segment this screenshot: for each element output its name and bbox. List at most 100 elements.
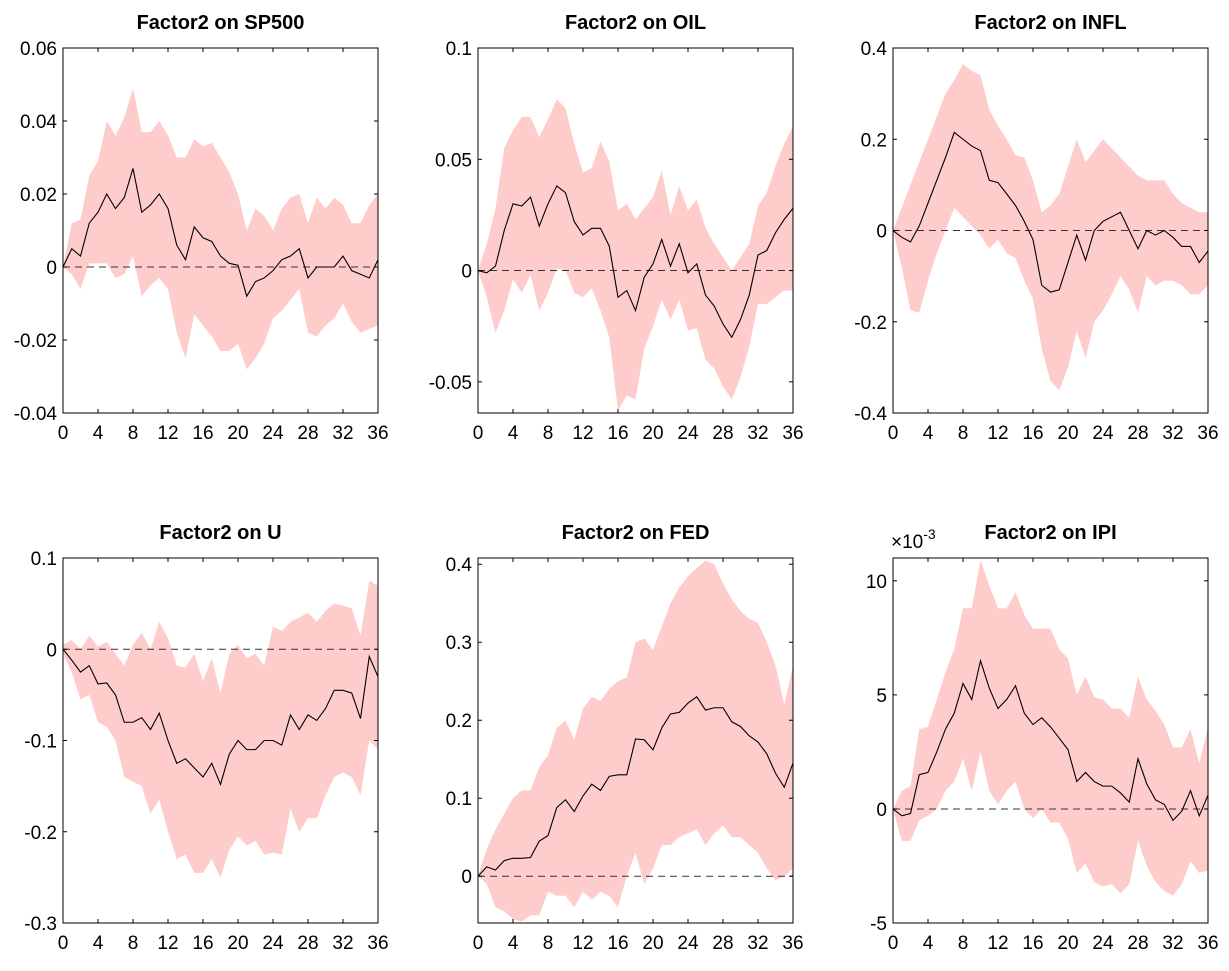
y-tick-label: 0: [876, 222, 887, 243]
x-tick-label: 36: [1197, 423, 1218, 444]
y-tick-label: 0.1: [446, 39, 472, 60]
y-tick-label: -0.04: [14, 404, 58, 425]
axes-frame: [477, 557, 794, 924]
x-tick-label: 32: [1162, 933, 1183, 954]
chart-title: Factor2 on IPI: [984, 522, 1116, 544]
x-tick-label: 32: [747, 933, 768, 954]
y-tick-label: -0.05: [429, 373, 472, 394]
panel: 0 4 8 12 16 20 24 28 32 36 -0.4 -0.2 0 0.2 0.4 Factor2 …: [854, 12, 1218, 444]
x-tick-label: 24: [262, 423, 284, 444]
x-tick-label: 16: [607, 423, 628, 444]
panel: 0 4 8 12 16 20 24 28 32 36 -0.3 -0.2 -0.1 0 0.1 Factor2…: [24, 522, 388, 954]
x-tick-label: 4: [923, 423, 934, 444]
x-tick-label: 24: [1092, 423, 1114, 444]
y-tick-label: 0.2: [446, 711, 472, 732]
x-tick-label: 8: [543, 933, 554, 954]
y-tick-label: -0.3: [24, 914, 57, 935]
chart-title: Factor2 on FED: [562, 522, 710, 544]
x-tick-label: 20: [227, 423, 248, 444]
x-tick-label: 28: [1127, 423, 1148, 444]
x-tick-label: 36: [1197, 933, 1218, 954]
y-tick-label: 10: [866, 572, 887, 593]
x-tick-label: 20: [642, 933, 663, 954]
x-tick-label: 16: [1022, 423, 1043, 444]
x-tick-label: 0: [473, 423, 484, 444]
y-tick-label: 0: [876, 800, 887, 821]
y-tick-label: 0.04: [20, 112, 57, 133]
x-tick-label: 8: [128, 423, 139, 444]
x-tick-label: 16: [607, 933, 628, 954]
multiplier-exponent: -3: [923, 526, 936, 542]
y-tick-label: -0.2: [854, 313, 887, 334]
y-tick-label: 0: [46, 258, 57, 279]
confidence-band: [63, 580, 378, 878]
x-tick-label: 36: [782, 933, 803, 954]
confidence-band: [63, 88, 378, 370]
x-tick-label: 28: [297, 933, 318, 954]
x-tick-label: 24: [677, 423, 699, 444]
x-tick-label: 0: [888, 933, 899, 954]
median-line: [63, 168, 378, 298]
median-line: [63, 648, 378, 786]
x-tick-label: 4: [508, 933, 519, 954]
x-tick-label: 8: [958, 423, 969, 444]
x-tick-label: 36: [367, 423, 388, 444]
y-tick-label: 0.4: [861, 39, 888, 60]
confidence-band: [893, 63, 1208, 391]
x-tick-label: 36: [367, 933, 388, 954]
y-multiplier: ×10-3: [891, 526, 936, 553]
x-tick-label: 4: [508, 423, 519, 444]
y-tick-label: 0: [461, 262, 472, 283]
x-tick-label: 8: [128, 933, 139, 954]
x-tick-label: 36: [782, 423, 803, 444]
y-tick-label: 0.3: [446, 633, 472, 654]
median-line: [478, 696, 793, 877]
x-tick-label: 12: [987, 933, 1008, 954]
x-tick-label: 32: [747, 423, 768, 444]
chart-title: Factor2 on INFL: [974, 12, 1126, 34]
x-tick-label: 16: [1022, 933, 1043, 954]
median-line: [478, 185, 793, 339]
x-tick-label: 24: [677, 933, 699, 954]
x-tick-label: 20: [1057, 423, 1078, 444]
y-tick-label: 0.02: [20, 185, 57, 206]
confidence-band: [478, 99, 793, 411]
x-tick-label: 12: [572, 933, 593, 954]
axes-frame: [477, 47, 794, 414]
y-tick-label: -5: [870, 914, 887, 935]
axes-frame: [62, 47, 379, 414]
x-tick-label: 4: [93, 933, 104, 954]
y-tick-label: -0.02: [14, 331, 57, 352]
panel: 0 4 8 12 16 20 24 28 32 36 -0.05 0 0.05 0.1 Factor2 on…: [429, 12, 804, 444]
x-tick-label: 20: [227, 933, 248, 954]
x-tick-label: 28: [712, 423, 733, 444]
panel: 0 4 8 12 16 20 24 28 32 36 0 0.1 0.2 0.3 0.4 Factor2 on…: [446, 522, 804, 954]
y-tick-label: 0.4: [446, 555, 473, 576]
x-tick-label: 24: [1092, 933, 1114, 954]
median-line: [893, 131, 1208, 293]
y-tick-label: -0.1: [24, 732, 57, 753]
chart-title: Factor2 on U: [159, 522, 281, 544]
x-tick-label: 32: [332, 423, 353, 444]
x-tick-label: 12: [157, 933, 178, 954]
x-tick-label: 32: [1162, 423, 1183, 444]
chart-title: Factor2 on SP500: [137, 12, 305, 34]
x-tick-label: 12: [987, 423, 1008, 444]
x-tick-label: 4: [93, 423, 104, 444]
y-tick-label: 0.05: [435, 150, 472, 171]
y-tick-label: -0.2: [24, 823, 57, 844]
x-tick-label: 20: [1057, 933, 1078, 954]
y-tick-label: -0.4: [854, 404, 887, 425]
median-line: [893, 658, 1208, 822]
x-tick-label: 20: [642, 423, 663, 444]
x-tick-label: 28: [712, 933, 733, 954]
chart-title: Factor2 on OIL: [565, 12, 706, 34]
multiplier-base: ×10: [891, 532, 923, 553]
y-tick-label: 0: [46, 640, 57, 661]
confidence-band: [893, 560, 1208, 896]
x-tick-label: 16: [192, 423, 213, 444]
axes-frame: [892, 557, 1209, 924]
y-tick-label: 0.2: [861, 130, 887, 151]
